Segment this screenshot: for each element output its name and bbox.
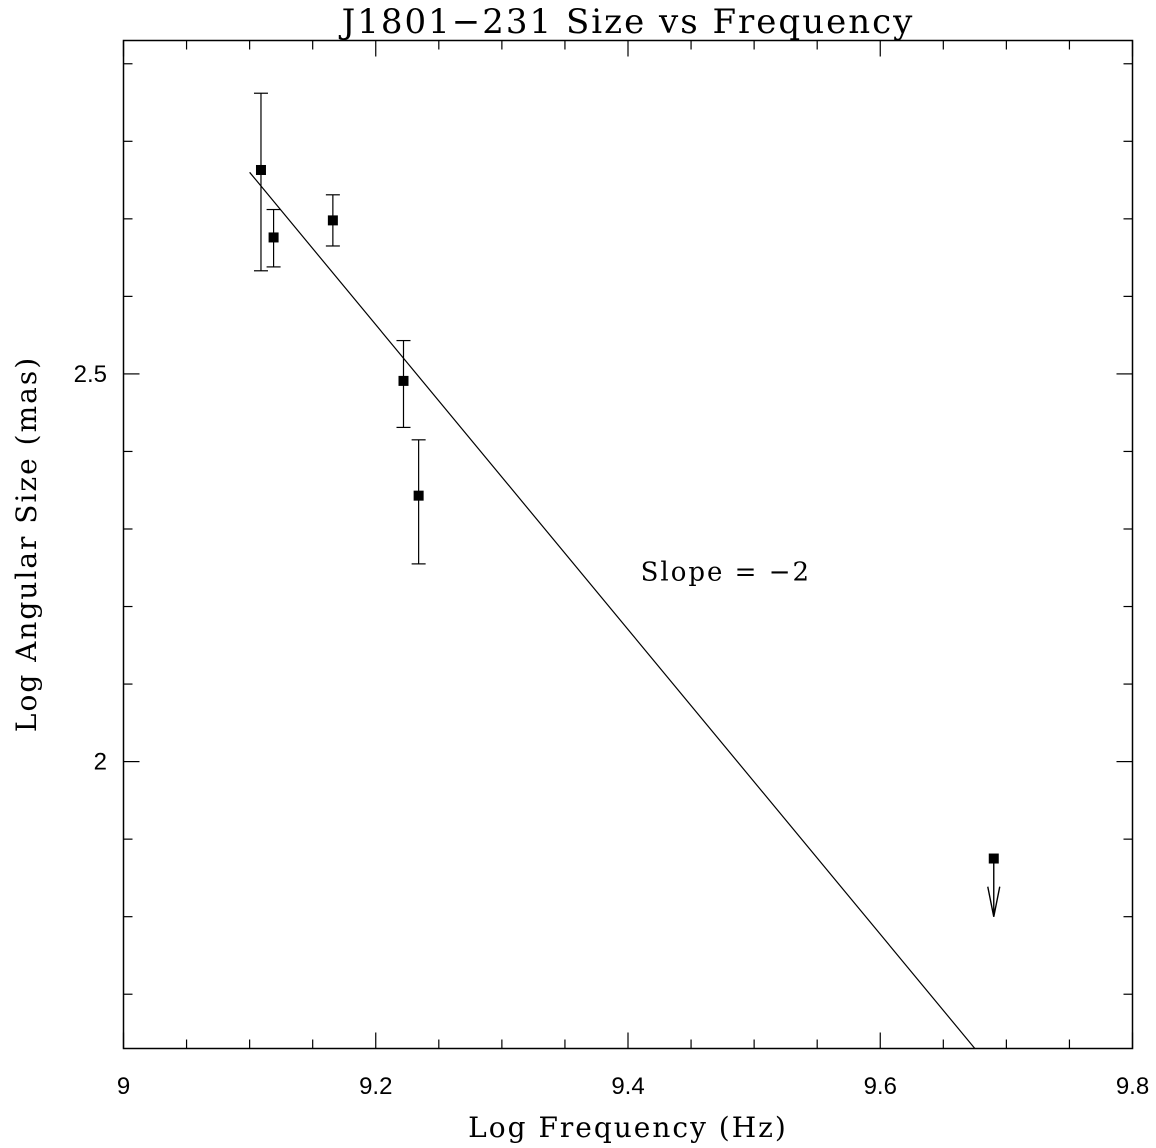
upper-limits [987, 853, 1001, 917]
x-tick-label: 9.4 [611, 1073, 644, 1100]
y-axis-label: Log Angular Size (mas) [10, 356, 43, 732]
data-points [255, 164, 424, 501]
x-axis-label: Log Frequency (Hz) [468, 1111, 788, 1144]
x-tick-label: 9.8 [1116, 1073, 1149, 1100]
x-tick-label: 9.6 [864, 1073, 897, 1100]
axis-ticks [122, 40, 1134, 1049]
data-point [398, 375, 409, 386]
error-bars [253, 92, 426, 565]
slope-annotation: Slope = −2 [641, 558, 811, 588]
x-tick-label: 9.2 [359, 1073, 392, 1100]
data-point [255, 164, 266, 175]
fit-line [249, 171, 976, 1049]
y-tick-label: 2 [94, 749, 107, 776]
axis-tick-labels: 9 9.2 9.4 9.6 9.8 2 2.5 [74, 361, 1150, 1100]
y-tick-label: 2.5 [74, 361, 107, 388]
data-point [327, 215, 338, 226]
upper-limit-arrow-head [987, 886, 1001, 917]
data-point [268, 232, 279, 243]
x-tick-label: 9 [117, 1073, 130, 1100]
chart-title: J1801−231 Size vs Frequency [339, 2, 915, 42]
data-point [413, 490, 424, 501]
plot-frame [122, 39, 1134, 1050]
